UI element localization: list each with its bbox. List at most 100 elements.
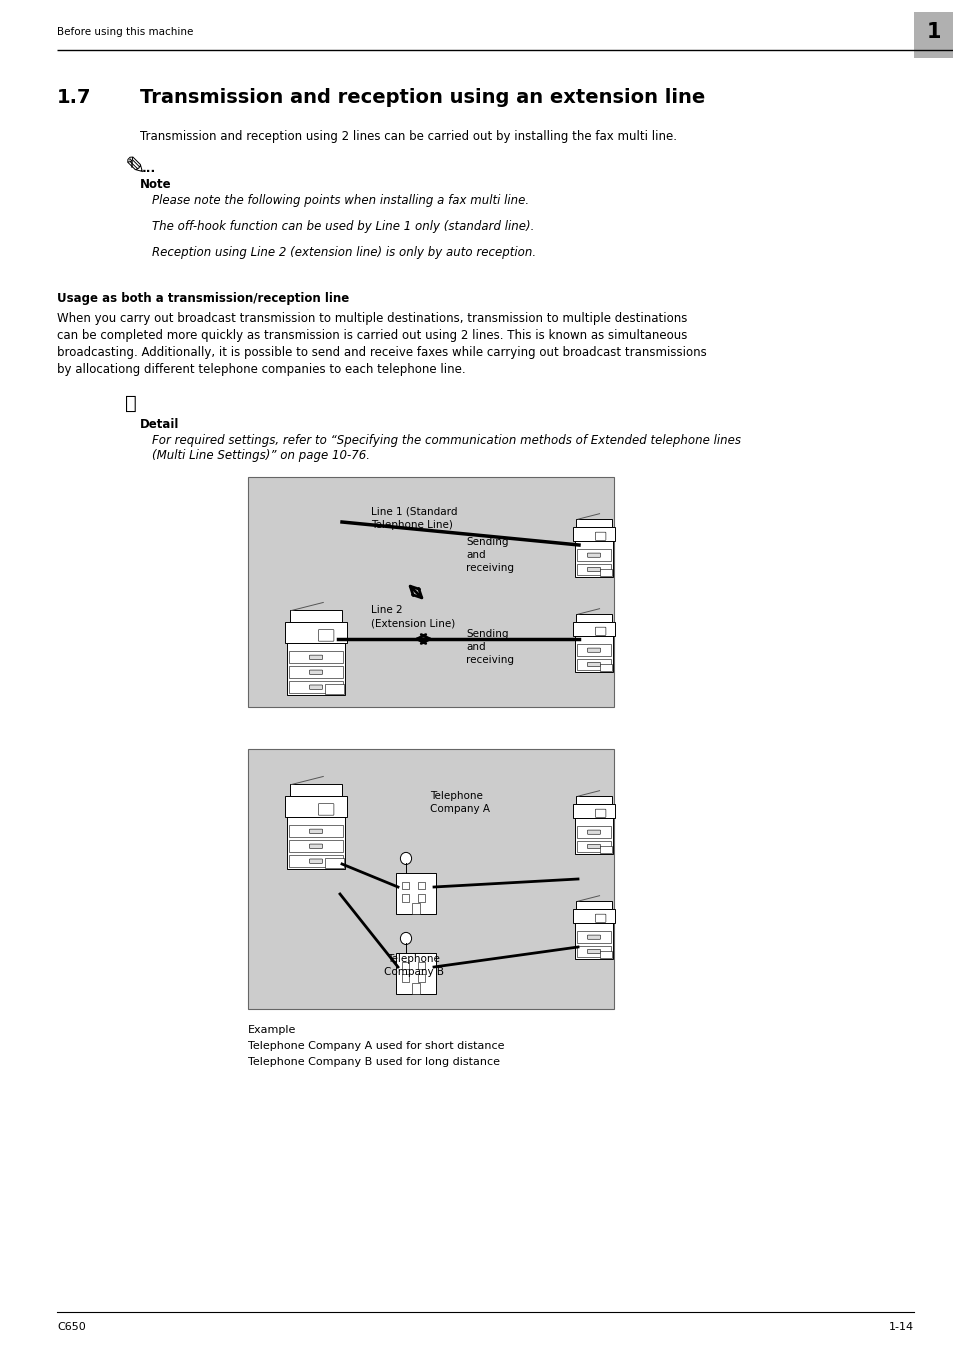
- FancyBboxPatch shape: [595, 809, 605, 817]
- Text: 🔍: 🔍: [125, 394, 136, 413]
- FancyBboxPatch shape: [577, 659, 610, 670]
- FancyBboxPatch shape: [309, 859, 322, 864]
- Text: by allocationg different telephone companies to each telephone line.: by allocationg different telephone compa…: [57, 363, 465, 377]
- FancyBboxPatch shape: [599, 950, 612, 958]
- Text: Company A: Company A: [430, 805, 490, 814]
- FancyBboxPatch shape: [576, 796, 611, 805]
- FancyBboxPatch shape: [576, 520, 611, 526]
- FancyBboxPatch shape: [573, 805, 615, 818]
- FancyBboxPatch shape: [577, 826, 610, 838]
- FancyBboxPatch shape: [577, 549, 610, 560]
- FancyBboxPatch shape: [577, 564, 610, 575]
- FancyBboxPatch shape: [577, 946, 610, 957]
- FancyBboxPatch shape: [318, 803, 334, 815]
- Text: Detail: Detail: [140, 418, 179, 431]
- FancyBboxPatch shape: [395, 953, 436, 994]
- Text: Line 1 (Standard: Line 1 (Standard: [371, 508, 457, 517]
- FancyBboxPatch shape: [599, 568, 612, 576]
- FancyBboxPatch shape: [309, 670, 322, 675]
- Text: Telephone Line): Telephone Line): [371, 520, 453, 531]
- Ellipse shape: [400, 933, 411, 945]
- FancyBboxPatch shape: [587, 554, 599, 558]
- Text: (Extension Line): (Extension Line): [371, 618, 455, 628]
- FancyBboxPatch shape: [285, 796, 347, 817]
- FancyBboxPatch shape: [417, 961, 425, 969]
- Text: Before using this machine: Before using this machine: [57, 27, 193, 36]
- Text: can be completed more quickly as transmission is carried out using 2 lines. This: can be completed more quickly as transmi…: [57, 329, 687, 342]
- FancyBboxPatch shape: [401, 894, 409, 902]
- FancyBboxPatch shape: [417, 894, 425, 902]
- FancyBboxPatch shape: [287, 643, 345, 695]
- FancyBboxPatch shape: [309, 655, 322, 659]
- FancyBboxPatch shape: [913, 12, 953, 58]
- FancyBboxPatch shape: [289, 825, 343, 837]
- FancyBboxPatch shape: [248, 749, 614, 1008]
- Text: The off-hook function can be used by Line 1 only (standard line).: The off-hook function can be used by Lin…: [152, 220, 534, 234]
- Text: 1-14: 1-14: [888, 1322, 913, 1332]
- Text: For required settings, refer to “Specifying the communication methods of Extende: For required settings, refer to “Specify…: [152, 433, 740, 447]
- FancyBboxPatch shape: [599, 846, 612, 853]
- Text: C650: C650: [57, 1322, 86, 1332]
- FancyBboxPatch shape: [599, 664, 612, 671]
- Text: Telephone: Telephone: [387, 954, 440, 964]
- FancyBboxPatch shape: [587, 663, 599, 667]
- FancyBboxPatch shape: [587, 567, 599, 571]
- FancyBboxPatch shape: [289, 840, 343, 852]
- FancyBboxPatch shape: [289, 651, 343, 663]
- Text: Reception using Line 2 (extension line) is only by auto reception.: Reception using Line 2 (extension line) …: [152, 246, 536, 259]
- FancyBboxPatch shape: [573, 909, 615, 923]
- FancyBboxPatch shape: [587, 949, 599, 953]
- FancyBboxPatch shape: [575, 636, 613, 672]
- Text: Transmission and reception using 2 lines can be carried out by installing the fa: Transmission and reception using 2 lines…: [140, 130, 677, 143]
- FancyBboxPatch shape: [587, 844, 599, 849]
- FancyBboxPatch shape: [577, 841, 610, 852]
- FancyBboxPatch shape: [401, 882, 409, 890]
- FancyBboxPatch shape: [309, 684, 322, 690]
- FancyBboxPatch shape: [411, 903, 420, 914]
- Text: Transmission and reception using an extension line: Transmission and reception using an exte…: [140, 88, 704, 107]
- FancyBboxPatch shape: [401, 975, 409, 981]
- Text: Please note the following points when installing a fax multi line.: Please note the following points when in…: [152, 194, 529, 207]
- FancyBboxPatch shape: [575, 818, 613, 855]
- FancyBboxPatch shape: [309, 829, 322, 833]
- FancyBboxPatch shape: [289, 666, 343, 678]
- FancyBboxPatch shape: [595, 628, 605, 636]
- Text: Usage as both a transmission/reception line: Usage as both a transmission/reception l…: [57, 292, 349, 305]
- FancyBboxPatch shape: [401, 961, 409, 969]
- FancyBboxPatch shape: [595, 914, 605, 922]
- FancyBboxPatch shape: [290, 610, 342, 622]
- Text: 1.7: 1.7: [57, 88, 91, 107]
- Text: broadcasting. Additionally, it is possible to send and receive faxes while carry: broadcasting. Additionally, it is possib…: [57, 346, 706, 359]
- FancyBboxPatch shape: [575, 541, 613, 576]
- FancyBboxPatch shape: [395, 872, 436, 914]
- FancyBboxPatch shape: [577, 931, 610, 942]
- Text: receiving: receiving: [465, 563, 514, 572]
- FancyBboxPatch shape: [285, 622, 347, 643]
- FancyBboxPatch shape: [290, 784, 342, 796]
- Text: Sending: Sending: [465, 629, 508, 639]
- FancyBboxPatch shape: [576, 902, 611, 909]
- FancyBboxPatch shape: [309, 844, 322, 848]
- Text: Note: Note: [140, 178, 172, 190]
- FancyBboxPatch shape: [417, 975, 425, 981]
- Text: Telephone Company A used for short distance: Telephone Company A used for short dista…: [248, 1041, 504, 1052]
- FancyBboxPatch shape: [417, 882, 425, 890]
- Text: ✎: ✎: [125, 155, 146, 180]
- FancyBboxPatch shape: [587, 648, 599, 652]
- FancyBboxPatch shape: [587, 936, 599, 940]
- FancyBboxPatch shape: [411, 983, 420, 994]
- Text: Example: Example: [248, 1025, 296, 1035]
- Text: Sending: Sending: [465, 537, 508, 547]
- FancyBboxPatch shape: [289, 680, 343, 693]
- FancyBboxPatch shape: [318, 629, 334, 641]
- FancyBboxPatch shape: [248, 477, 614, 707]
- FancyBboxPatch shape: [573, 622, 615, 636]
- FancyBboxPatch shape: [573, 526, 615, 541]
- FancyBboxPatch shape: [325, 683, 344, 694]
- Text: (Multi Line Settings)” on page 10-76.: (Multi Line Settings)” on page 10-76.: [152, 450, 370, 462]
- FancyBboxPatch shape: [325, 857, 344, 868]
- Text: Line 2: Line 2: [371, 605, 402, 616]
- Text: receiving: receiving: [465, 655, 514, 666]
- Ellipse shape: [400, 852, 411, 864]
- FancyBboxPatch shape: [287, 817, 345, 869]
